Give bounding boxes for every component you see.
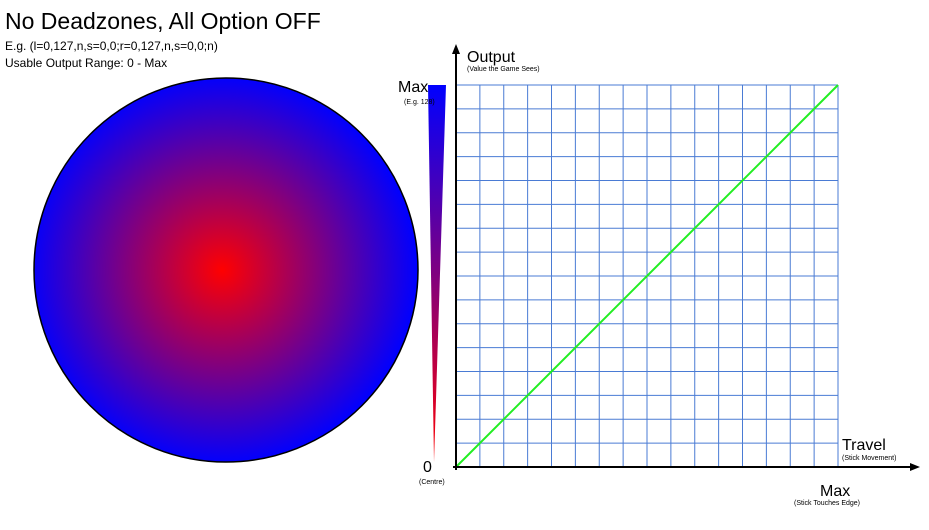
scale-top-label: Max — [398, 79, 428, 96]
gradient-wedge — [428, 85, 446, 462]
stick-circle — [33, 77, 419, 463]
title: No Deadzones, All Option OFF — [5, 8, 321, 34]
response-line — [455, 84, 839, 468]
scale-bottom-note: (Centre) — [419, 479, 445, 486]
subtitle-line: E.g. (l=0,127,n,s=0,0;r=0,127,n,s=0,0;n) — [5, 39, 218, 53]
y-axis-label: Output — [467, 49, 516, 66]
scale-bottom-label: 0 — [423, 459, 432, 476]
x-axis-label: Travel — [842, 437, 886, 454]
x-arrow — [910, 463, 920, 471]
scale-top-note: (E.g. 128) — [404, 99, 435, 106]
y-arrow — [452, 44, 460, 54]
subtitle-line: Usable Output Range: 0 - Max — [5, 56, 167, 70]
x-axis-end-note: (Stick Touches Edge) — [794, 500, 860, 507]
y-axis-note: (Value the Game Sees) — [467, 66, 540, 73]
x-axis-note: (Stick Movement) — [842, 455, 896, 462]
x-axis-end-label: Max — [820, 483, 850, 500]
